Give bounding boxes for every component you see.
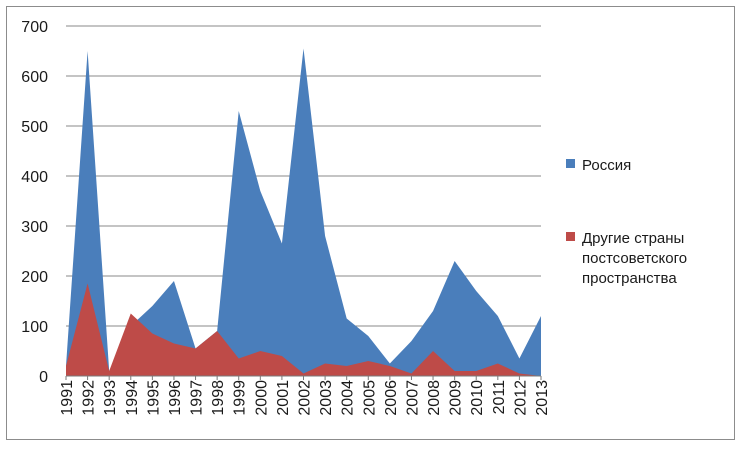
x-tick-label: 1994 bbox=[124, 380, 141, 416]
x-tick-label: 1998 bbox=[210, 380, 227, 416]
x-tick-label: 2002 bbox=[297, 380, 314, 416]
x-tick-label: 1992 bbox=[81, 380, 98, 416]
x-tick-label: 1997 bbox=[189, 380, 206, 416]
x-tick-label: 2011 bbox=[491, 380, 508, 415]
legend-label-russia: Россия bbox=[582, 157, 631, 174]
y-tick-label: 600 bbox=[21, 69, 48, 86]
area-russia bbox=[66, 48, 541, 376]
y-tick-label: 300 bbox=[21, 219, 48, 236]
x-tick-label: 1999 bbox=[232, 380, 249, 416]
y-axis: 0 100 200 300 400 500 600 700 bbox=[21, 19, 48, 386]
x-tick-label: 2004 bbox=[340, 380, 357, 416]
x-tick-label: 2000 bbox=[253, 380, 270, 416]
x-tick-label: 1993 bbox=[102, 380, 119, 416]
x-tick-label: 2009 bbox=[448, 380, 465, 416]
x-tick-label: 1996 bbox=[167, 380, 184, 416]
x-tick-label: 2008 bbox=[426, 380, 443, 416]
x-tick-label: 2005 bbox=[361, 380, 378, 416]
area-series bbox=[66, 48, 541, 376]
legend: Россия Другие страны постсоветского прос… bbox=[566, 157, 687, 287]
y-tick-label: 500 bbox=[21, 119, 48, 136]
x-tick-label: 2013 bbox=[534, 380, 551, 416]
x-tick-label: 1991 bbox=[59, 380, 76, 416]
y-tick-label: 200 bbox=[21, 269, 48, 286]
x-tick-label: 1995 bbox=[145, 380, 162, 416]
x-tick-label: 2003 bbox=[318, 380, 335, 416]
x-tick-label: 2001 bbox=[275, 380, 292, 416]
legend-label-other-line-3: пространства bbox=[582, 270, 677, 287]
y-tick-label: 100 bbox=[21, 319, 48, 336]
area-other-post-soviet bbox=[66, 283, 541, 376]
x-tick-label: 2010 bbox=[469, 380, 486, 416]
x-tick-label: 2012 bbox=[512, 380, 529, 416]
legend-swatch-russia bbox=[566, 159, 575, 168]
y-tick-label: 700 bbox=[21, 19, 48, 36]
x-tick-label: 2007 bbox=[404, 380, 421, 416]
legend-label-other-line-1: Другие страны bbox=[582, 230, 684, 247]
x-tick-label: 2006 bbox=[383, 380, 400, 416]
legend-swatch-other-post-soviet bbox=[566, 232, 575, 241]
y-tick-label: 0 bbox=[39, 369, 48, 386]
y-tick-label: 400 bbox=[21, 169, 48, 186]
x-axis: 1991 1992 1993 1994 1995 1996 1997 1998 1999 2000… bbox=[59, 375, 551, 416]
legend-label-other-line-2: постсоветского bbox=[582, 250, 687, 267]
